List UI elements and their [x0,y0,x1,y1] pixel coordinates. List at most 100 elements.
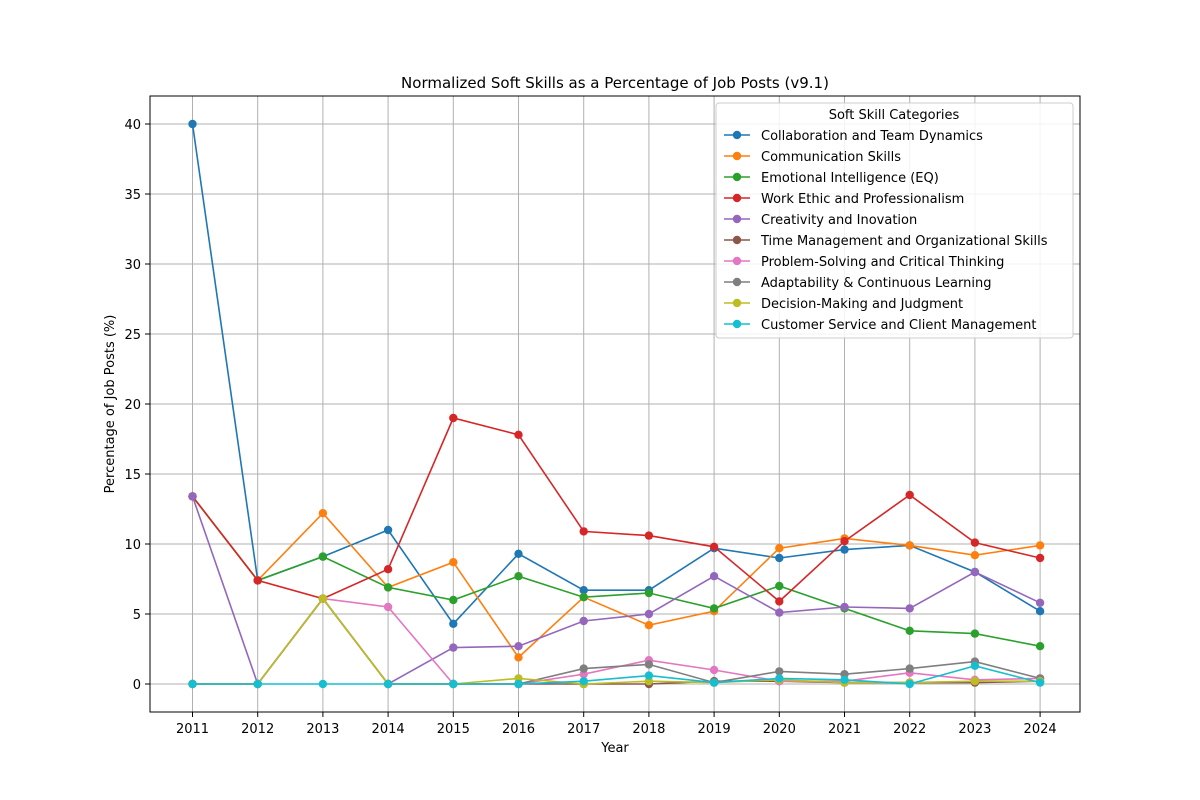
data-point [579,677,588,686]
legend-swatch-marker [732,235,742,245]
data-point [449,619,458,628]
series-line [191,123,1041,626]
legend-label: Communication Skills [761,150,901,165]
data-point [709,665,719,675]
data-point [775,553,784,563]
data-point [905,604,914,613]
data-point [775,544,784,553]
legend-entry: Communication Skills [724,150,901,165]
data-point [644,609,654,619]
data-point [383,583,393,592]
data-point [318,679,328,689]
x-axis-ticks: 2011 2012 2013 2014 2015 2016 2017 2018 2019 2020… [176,712,1057,737]
legend-entry: Problem-Solving and Critical Thinking [724,255,1004,270]
legend-entry: Time Management and Organizational Skill… [724,234,1048,249]
legend-label: Time Management and Organizational Skill… [760,234,1048,249]
legend-label: Work Ethic and Professionalism [761,192,964,207]
legend-label: Problem-Solving and Critical Thinking [761,255,1004,270]
legend-entry: Decision-Making and Judgment [724,297,963,312]
data-point [970,661,980,670]
y-tick-label: 15 [124,468,141,483]
y-axis-ticks: 0 5 10 15 20 25 30 35 40 [124,118,150,693]
series [188,413,1045,606]
data-point [905,626,914,635]
data-point [579,664,588,673]
data-point [514,572,523,581]
data-point [579,593,588,602]
legend-entry: Work Ethic and Professionalism [724,192,964,207]
y-tick-label: 30 [124,258,141,273]
x-tick-label: 2021 [828,722,861,737]
data-point [579,586,588,595]
data-point [579,527,588,536]
data-point [1035,541,1045,550]
y-tick-label: 35 [124,188,141,203]
data-point [253,576,262,585]
data-point [1035,678,1045,687]
data-point [514,549,523,558]
data-point [1035,607,1045,616]
data-point [775,667,784,676]
data-point [1035,553,1045,563]
legend-label: Decision-Making and Judgment [761,297,963,312]
series-line [191,417,1041,603]
y-tick-label: 40 [124,118,141,133]
legend-swatch-marker [732,214,742,224]
data-point [905,664,914,673]
x-axis-label: Year [600,741,629,756]
data-point [905,490,914,500]
legend-swatch-marker [732,319,742,329]
data-point [775,608,784,617]
data-point [383,602,393,612]
data-point [514,653,523,662]
data-point [318,594,328,603]
series-line [192,664,1041,685]
legend-label: Emotional Intelligence (EQ) [761,171,939,186]
data-point [188,492,197,501]
y-axis-label: Percentage of Job Posts (%) [103,315,118,494]
x-tick-label: 2019 [698,722,731,737]
x-tick-label: 2015 [437,722,470,737]
data-point [970,538,980,547]
legend-swatch-marker [732,193,742,203]
y-tick-label: 10 [124,538,141,553]
data-point [840,675,849,684]
data-point [905,679,914,689]
data-point [644,588,654,598]
legend-entry: Customer Service and Client Management [724,318,1036,333]
x-tick-label: 2023 [958,722,991,737]
data-point [188,119,197,129]
data-point [905,541,914,550]
data-point [709,678,719,687]
legend-title: Soft Skill Categories [829,108,960,123]
data-point [514,642,523,651]
data-point [644,671,654,680]
legend-label: Customer Service and Client Management [761,318,1036,333]
data-point [970,551,980,560]
x-tick-label: 2013 [306,722,339,737]
data-point [970,567,980,577]
data-point [840,537,849,546]
x-tick-label: 2012 [241,722,274,737]
y-tick-label: 20 [124,398,141,413]
x-tick-label: 2022 [893,722,926,737]
series [188,594,1045,689]
data-point [709,604,719,613]
data-point [775,674,784,683]
data-point [514,679,523,689]
data-point [318,509,328,518]
x-tick-label: 2016 [502,722,535,737]
y-tick-label: 25 [124,328,141,343]
data-point [579,616,588,626]
data-point [644,531,654,540]
legend-swatch-marker [732,277,742,287]
data-point [383,525,393,535]
data-point [253,679,262,689]
series-line [191,495,1041,659]
legend-entry: Adaptability & Continuous Learning [724,276,991,291]
series-line [191,495,1041,647]
y-tick-label: 0 [133,678,141,693]
legend-label: Collaboration and Team Dynamics [761,129,983,144]
legend-swatch-marker [732,256,742,266]
